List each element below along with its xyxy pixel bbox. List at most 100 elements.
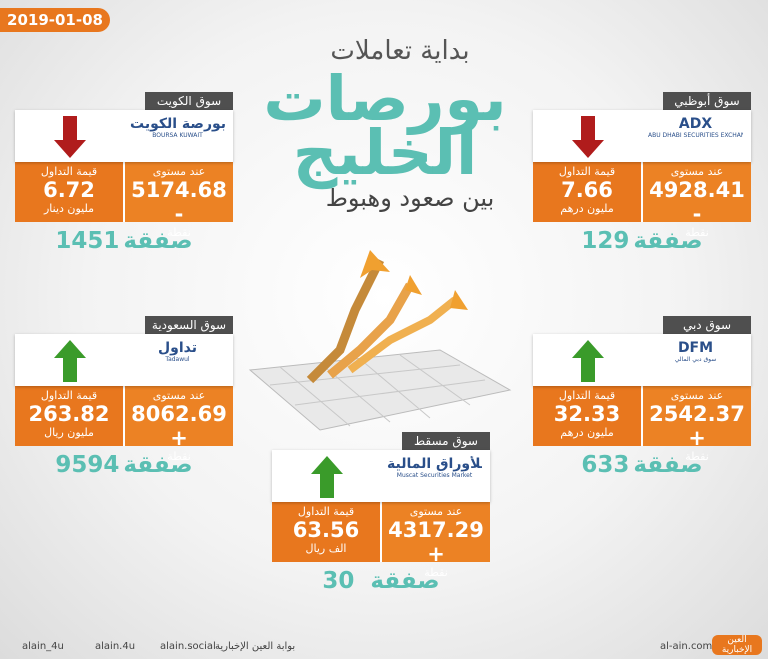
level-sign: + — [688, 426, 706, 450]
logo-main: ADX — [678, 116, 713, 132]
logo-main: DFM — [677, 340, 714, 356]
logo-sub: BOURSA KUWAIT — [152, 132, 203, 139]
market-card: سوق الكويت بورصة الكويت BOURSA KUWAIT قيمة … — [15, 92, 233, 254]
trade-unit: مليون درهم — [560, 426, 614, 439]
logo-main: سوق مسقط للأوراق المالية — [387, 456, 482, 472]
trade-value: 32.33 — [553, 402, 621, 426]
level-col: عند مستوى 5174.68 - نقطة — [123, 162, 233, 239]
level-value: 5174.68 — [131, 178, 227, 202]
direction-arrow — [54, 116, 86, 158]
brand: العين الإخبارية — [712, 635, 762, 655]
illustration — [248, 250, 512, 431]
direction-arrow — [572, 340, 604, 382]
trade-label: قيمة التداول — [40, 389, 98, 402]
date: 2019-01-08 — [0, 8, 110, 32]
deals: 30 صفقة — [272, 568, 490, 594]
level-col: عند مستوى 4317.29 + نقطة — [380, 502, 490, 579]
trade-unit: مليون درهم — [560, 202, 614, 215]
deals-word: صفقة — [123, 228, 193, 254]
level-row: 2542.37 + — [643, 402, 751, 450]
stats: قيمة التداول 263.82 مليون ريال عند مستوى 806… — [15, 386, 233, 463]
level-col: عند مستوى 2542.37 + نقطة — [641, 386, 751, 463]
direction-arrow — [311, 456, 343, 498]
market-name: سوق أبوظبي — [663, 92, 751, 110]
trade-value: 7.66 — [561, 178, 613, 202]
deals-count: 633 — [581, 452, 630, 478]
stats: قيمة التداول 6.72 مليون دينار عند مستوى 5174… — [15, 162, 233, 239]
title-line: الخليج — [292, 116, 478, 189]
trade-label: قيمة التداول — [558, 165, 616, 178]
deals: 129 صفقة — [533, 228, 751, 254]
logo-main: تداول — [158, 340, 197, 356]
logo-sub: سوق دبي المالي — [674, 356, 717, 363]
trade-value: 263.82 — [28, 402, 110, 426]
level-value: 4317.29 — [388, 518, 484, 542]
deals-word: صفقة — [633, 452, 703, 478]
level-value: 2542.37 — [649, 402, 745, 426]
stats: قيمة التداول 32.33 مليون درهم عند مستوى 2542… — [533, 386, 751, 463]
trade-unit: مليون ريال — [44, 426, 94, 439]
trade-label: قيمة التداول — [297, 505, 355, 518]
youtube: بوابة العين الإخبارية — [215, 641, 296, 652]
deals: 1451 صفقة — [15, 228, 233, 254]
site: al-ain.com — [660, 641, 713, 652]
logo-sub: Tadawul — [165, 356, 190, 363]
level-row: 8062.69 + — [125, 402, 233, 450]
facebook: alain.social — [160, 641, 216, 652]
trade-unit: الف ريال — [305, 542, 347, 555]
level-label: عند مستوى — [409, 505, 463, 518]
level-unit: نقطة — [685, 226, 709, 239]
stats: قيمة التداول 7.66 مليون درهم عند مستوى 4928.… — [533, 162, 751, 239]
instagram: alain.4u — [95, 641, 136, 652]
trade-col: قيمة التداول 6.72 مليون دينار — [15, 162, 123, 222]
market-card: سوق السعودية تداول Tadawul قيمة التداول 263.… — [15, 316, 233, 478]
trade-unit: مليون دينار — [43, 202, 95, 215]
trade-value: 6.72 — [43, 178, 95, 202]
logo-sub: Muscat Securities Market — [396, 472, 473, 479]
logo: تداول Tadawul — [130, 340, 225, 380]
stats: قيمة التداول 63.56 الف ريال عند مستوى 4317.2… — [272, 502, 490, 579]
level-unit: نقطة — [685, 450, 709, 463]
level-row: 5174.68 - — [125, 178, 233, 226]
trade-value: 63.56 — [292, 518, 360, 542]
level-label: عند مستوى — [670, 165, 724, 178]
logo: بورصة الكويت BOURSA KUWAIT — [130, 116, 225, 156]
deals-count: 9594 — [55, 452, 120, 478]
logo-sub: ABU DHABI SECURITIES EXCHANGE — [648, 132, 743, 139]
level-label: عند مستوى — [152, 389, 206, 402]
level-sign: - — [174, 202, 184, 226]
trade-col: قيمة التداول 32.33 مليون درهم — [533, 386, 641, 446]
market-name: سوق الكويت — [145, 92, 233, 110]
level-col: عند مستوى 8062.69 + نقطة — [123, 386, 233, 463]
level-col: عند مستوى 4928.41 - نقطة — [641, 162, 751, 239]
card-header: بورصة الكويت BOURSA KUWAIT — [15, 110, 233, 162]
level-row: 4317.29 + — [382, 518, 490, 566]
deals-count: 1451 — [55, 228, 120, 254]
level-row: 4928.41 - — [643, 178, 751, 226]
level-unit: نقطة — [424, 566, 448, 579]
trade-col: قيمة التداول 263.82 مليون ريال — [15, 386, 123, 446]
market-card: سوق دبي DFM سوق دبي المالي قيمة التداول 32.3… — [533, 316, 751, 478]
level-value: 4928.41 — [649, 178, 745, 202]
deals-count: 30 — [322, 568, 355, 594]
deals-word: صفقة — [123, 452, 193, 478]
level-unit: نقطة — [167, 450, 191, 463]
trade-label: قيمة التداول — [558, 389, 616, 402]
level-sign: + — [170, 426, 188, 450]
deals: 633 صفقة — [533, 452, 751, 478]
level-unit: نقطة — [167, 226, 191, 239]
footer: alain_4u alain.4u alain.social بوابة الع… — [0, 633, 768, 659]
card-header: تداول Tadawul — [15, 334, 233, 386]
title-line: بورصات — [263, 62, 507, 135]
logo: DFM سوق دبي المالي — [648, 340, 743, 380]
twitter: alain_4u — [22, 641, 64, 652]
title-line: بداية تعاملات — [330, 36, 470, 66]
deals: 9594 صفقة — [15, 452, 233, 478]
